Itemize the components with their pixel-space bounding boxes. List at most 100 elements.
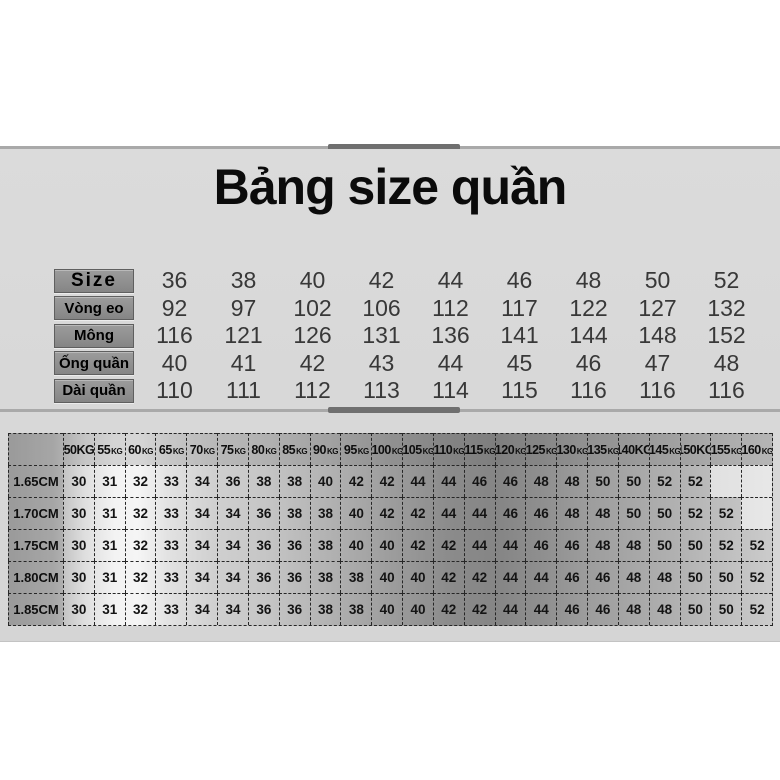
top-divider-accent — [328, 144, 460, 151]
size-value: 44 — [437, 349, 464, 376]
size-value: 47 — [644, 349, 671, 376]
size-cell: 46 — [587, 593, 618, 625]
size-cell: 46 — [556, 561, 588, 593]
weight-value: 90 — [313, 442, 326, 457]
size-cell: 34 — [186, 529, 218, 561]
size-value: 43 — [368, 349, 395, 376]
size-value: 36 — [161, 267, 188, 294]
size-cell: 40 — [371, 529, 403, 561]
weight-unit: KG — [265, 446, 277, 456]
size-cell: 33 — [155, 593, 187, 625]
weight-unit: KG — [761, 446, 772, 456]
size-cell: 48 — [556, 497, 588, 529]
weight-value: 135 — [587, 442, 607, 457]
mid-divider-accent — [328, 407, 460, 413]
weight-header: 50 KG — [63, 433, 94, 465]
weight-header: 140KG — [617, 433, 649, 465]
size-cell: 46 — [525, 497, 557, 529]
size-cell: 36 — [278, 561, 310, 593]
weight-unit: KG — [234, 446, 246, 456]
weight-unit: KG — [76, 442, 94, 457]
height-weight-table: 50 KG 55 KG 60 KG 65 KG 70 KG 75 KG 80 KG 85 KG 90 KG 95 KG… — [8, 433, 773, 626]
size-value: 114 — [432, 377, 469, 404]
size-value: 92 — [161, 294, 188, 321]
size-cell: 38 — [309, 593, 341, 625]
weight-unit: KG — [142, 446, 154, 456]
size-cell: 40 — [340, 529, 372, 561]
size-value: 106 — [362, 294, 401, 321]
size-value: 41 — [230, 349, 257, 376]
size-cell: 42 — [432, 561, 464, 593]
size-value: 48 — [575, 267, 602, 294]
size-measure-table: Size 36 38 40 42 44 46 48 50 52 Vòng eo 92 97 102 106 1… — [54, 267, 761, 405]
weight-value: 115 — [464, 442, 484, 457]
size-value: 45 — [506, 349, 533, 376]
size-cell: 38 — [340, 593, 372, 625]
size-cell: 48 — [648, 561, 680, 593]
weight-header: 60 KG — [124, 433, 156, 465]
size-cell: 38 — [278, 465, 310, 497]
size-cell: 44 — [432, 465, 464, 497]
size-cell: 33 — [155, 529, 187, 561]
size-cell: 33 — [155, 561, 187, 593]
size-cell: 52 — [679, 497, 711, 529]
size-cell: 46 — [556, 593, 588, 625]
size-cell: 48 — [617, 561, 649, 593]
weight-header: 100 KG — [371, 433, 403, 465]
weight-header: 65 KG — [155, 433, 187, 465]
size-cell: 50 — [587, 465, 618, 497]
size-cell: 42 — [371, 465, 403, 497]
size-cell: 44 — [525, 593, 557, 625]
weight-header: 110 KG — [432, 433, 464, 465]
size-cell: 52 — [679, 465, 711, 497]
size-value: 116 — [639, 377, 676, 404]
size-value: 132 — [707, 294, 746, 321]
weight-unit: KG — [669, 446, 680, 456]
size-cell: 40 — [402, 561, 433, 593]
weight-value: 150 — [681, 442, 697, 457]
size-value: 110 — [156, 377, 193, 404]
size-cell: 34 — [217, 593, 248, 625]
size-cell: 40 — [402, 593, 433, 625]
size-value: 116 — [708, 377, 745, 404]
size-cell: 48 — [648, 593, 680, 625]
size-cell: 31 — [93, 465, 125, 497]
height-label: 1.75CM — [8, 529, 63, 561]
weight-header: 135 KG — [587, 433, 618, 465]
weight-unit: KG — [730, 446, 742, 456]
size-value: 44 — [437, 267, 464, 294]
size-cell: 31 — [93, 561, 125, 593]
size-cell: 44 — [402, 465, 433, 497]
size-cell: 50 — [648, 529, 680, 561]
size-value: 117 — [501, 294, 538, 321]
size-cell: 42 — [463, 593, 495, 625]
weight-header: 120 KG — [494, 433, 526, 465]
height-label: 1.85CM — [8, 593, 63, 625]
size-cell: 38 — [309, 561, 341, 593]
weight-value: 65 — [158, 442, 172, 457]
size-cell: 42 — [432, 593, 464, 625]
size-cell: 32 — [124, 497, 156, 529]
size-value: 112 — [432, 294, 469, 321]
size-value: 111 — [226, 377, 261, 404]
size-cell — [710, 465, 742, 497]
weight-unit: KG — [634, 442, 649, 457]
size-cell: 48 — [525, 465, 557, 497]
weight-value: 50 — [63, 442, 77, 457]
size-cell: 44 — [494, 529, 526, 561]
size-value: 131 — [362, 322, 401, 349]
size-value: 38 — [230, 267, 257, 294]
size-cell: 46 — [494, 465, 526, 497]
height-label: 1.65CM — [8, 465, 63, 497]
size-value: 46 — [506, 267, 533, 294]
size-value: 122 — [569, 294, 608, 321]
weight-unit: KG — [111, 446, 123, 456]
row-label: Vòng eo — [54, 296, 134, 321]
size-value: 115 — [501, 377, 538, 404]
height-label: 1.70CM — [8, 497, 63, 529]
size-value: 112 — [294, 377, 331, 404]
size-value: 97 — [230, 294, 257, 321]
size-cell: 50 — [679, 529, 711, 561]
weight-header: 90 KG — [309, 433, 341, 465]
weight-unit: KG — [326, 446, 339, 456]
